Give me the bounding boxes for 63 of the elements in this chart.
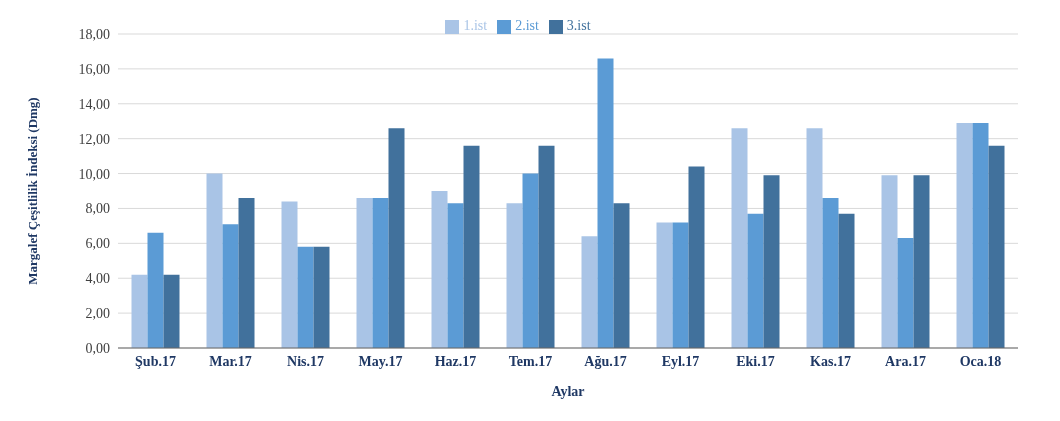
- y-tick-label: 6,00: [85, 236, 110, 252]
- bar: [688, 166, 705, 348]
- x-tick-label: Eyl.17: [661, 353, 700, 369]
- bar: [597, 58, 614, 348]
- y-tick-label: 16,00: [78, 61, 110, 77]
- x-axis-title: Aylar: [551, 384, 585, 399]
- bar: [431, 191, 448, 348]
- bar: [506, 203, 523, 348]
- bar: [238, 197, 255, 348]
- bar: [281, 201, 298, 348]
- bar: [956, 122, 973, 348]
- bar: [656, 222, 673, 348]
- bar: [222, 224, 239, 348]
- bar: [147, 232, 164, 348]
- bar: [206, 173, 223, 348]
- bar: [822, 197, 839, 348]
- bar: [447, 203, 464, 348]
- x-tick-label: Tem.17: [508, 353, 553, 369]
- bar: [613, 203, 630, 348]
- x-tick-label: Oca.18: [959, 353, 1002, 369]
- bar: [131, 274, 148, 348]
- x-tick-label: Nis.17: [287, 353, 324, 369]
- bar: [372, 197, 389, 348]
- bar: [838, 213, 855, 348]
- y-axis-title: Margalef Çeşitlilik İndeksi (Dmg): [24, 97, 40, 285]
- x-tick-label: Eki.17: [736, 353, 775, 369]
- bar: [747, 213, 764, 348]
- x-tick-label: May.17: [358, 353, 403, 369]
- y-tick-label: 12,00: [78, 131, 110, 147]
- bar: [538, 145, 555, 348]
- bar: [897, 238, 914, 348]
- y-tick-label: 14,00: [78, 96, 110, 112]
- bar: [163, 274, 180, 348]
- legend-label: 2.ist: [515, 18, 539, 33]
- y-tick-label: 0,00: [85, 340, 110, 356]
- y-tick-label: 2,00: [85, 306, 110, 322]
- bar: [297, 246, 314, 348]
- legend-label: 3.ist: [566, 18, 591, 33]
- bar: [672, 222, 689, 348]
- x-tick-label: Ağu.17: [584, 353, 627, 369]
- bar: [988, 145, 1005, 348]
- bar: [356, 197, 373, 348]
- bar: [913, 175, 930, 348]
- legend-label: 1.ist: [463, 18, 488, 33]
- bar: [806, 128, 823, 348]
- bar: [463, 145, 480, 348]
- x-tick-label: Haz.17: [434, 353, 477, 369]
- bar: [522, 173, 539, 348]
- x-tick-label: Kas.17: [810, 353, 851, 369]
- y-tick-label: 4,00: [85, 271, 110, 287]
- bar: [731, 128, 748, 348]
- bar: [388, 128, 405, 348]
- x-tick-label: Şub.17: [135, 353, 176, 369]
- y-tick-label: 8,00: [85, 201, 110, 217]
- y-tick-label: 10,00: [78, 166, 110, 182]
- bar: [581, 236, 598, 348]
- bar: [972, 122, 989, 348]
- bar: [881, 175, 898, 348]
- x-tick-label: Ara.17: [885, 353, 926, 369]
- bar: [763, 175, 780, 348]
- x-tick-label: Mar.17: [209, 353, 252, 369]
- y-tick-label: 18,00: [78, 26, 110, 42]
- bar: [313, 246, 330, 348]
